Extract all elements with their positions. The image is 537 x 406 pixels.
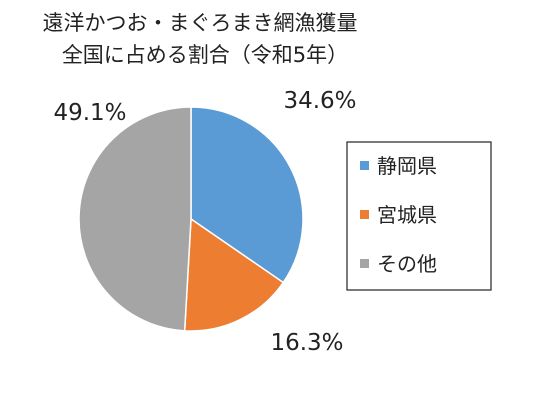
legend-swatch-other [360,259,369,268]
legend-swatch-shizuoka [360,161,369,170]
legend-swatch-miyagi [360,210,369,219]
legend-label-shizuoka: 静岡県 [377,154,437,178]
chart-title-line-2: 全国に占める割合（令和5年） [62,43,348,67]
legend-label-miyagi: 宮城県 [377,203,437,227]
pie-slices [78,106,304,332]
pie-slice-miyagi [183,217,285,332]
legend-box [346,141,492,291]
chart-title-line-1: 遠洋かつお・まぐろまき網漁獲量 [43,11,358,35]
legend-label-other: その他 [377,252,437,276]
pie-slice-other [78,106,192,332]
data-label-other: 49.1% [53,100,126,126]
legend: 静岡県 宮城県 その他 [346,141,492,291]
data-label-shizuoka: 34.6% [283,88,356,114]
pie-slice-shizuoka [190,106,304,284]
data-label-miyagi: 16.3% [270,330,343,356]
